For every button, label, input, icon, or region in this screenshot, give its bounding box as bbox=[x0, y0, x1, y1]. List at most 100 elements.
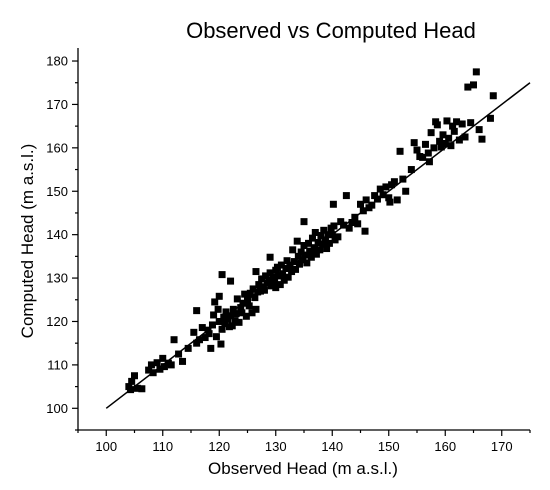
data-point bbox=[407, 166, 415, 174]
data-point bbox=[351, 213, 359, 221]
data-point bbox=[271, 278, 279, 286]
data-point bbox=[175, 350, 183, 358]
data-point bbox=[295, 260, 303, 268]
data-point bbox=[393, 196, 401, 204]
data-point bbox=[231, 317, 239, 325]
data-point bbox=[345, 224, 353, 232]
data-point bbox=[184, 344, 192, 352]
data-point bbox=[359, 207, 367, 215]
y-tick-label: 180 bbox=[46, 54, 68, 69]
data-point bbox=[301, 251, 309, 259]
data-point bbox=[289, 246, 297, 254]
data-point bbox=[279, 270, 287, 278]
data-point bbox=[277, 261, 285, 269]
data-point bbox=[419, 153, 427, 161]
data-point bbox=[307, 253, 315, 261]
y-tick-label: 150 bbox=[46, 184, 68, 199]
data-point bbox=[133, 384, 141, 392]
data-point bbox=[348, 219, 356, 227]
data-point bbox=[323, 245, 331, 253]
data-point bbox=[373, 195, 381, 203]
data-point bbox=[320, 226, 328, 234]
data-point bbox=[340, 221, 348, 229]
data-point bbox=[376, 185, 384, 193]
data-point bbox=[221, 320, 229, 328]
data-point bbox=[248, 309, 256, 317]
data-point bbox=[489, 92, 497, 100]
data-point bbox=[437, 143, 445, 151]
data-point bbox=[413, 146, 421, 154]
data-point bbox=[449, 122, 457, 130]
data-point bbox=[410, 139, 418, 147]
data-point bbox=[436, 137, 444, 145]
data-point bbox=[334, 233, 342, 241]
data-point bbox=[430, 144, 438, 152]
data-point bbox=[262, 272, 270, 280]
data-point bbox=[455, 136, 463, 144]
data-point bbox=[242, 312, 250, 320]
data-point bbox=[266, 269, 274, 277]
data-point bbox=[286, 261, 294, 269]
data-point bbox=[276, 281, 284, 289]
data-point bbox=[450, 127, 458, 135]
data-point bbox=[170, 336, 178, 344]
data-point bbox=[235, 318, 243, 326]
data-point bbox=[238, 309, 246, 317]
data-point bbox=[190, 328, 198, 336]
data-point bbox=[306, 247, 314, 255]
data-point bbox=[297, 248, 305, 256]
data-point bbox=[159, 354, 167, 362]
data-point bbox=[443, 117, 451, 125]
x-tick-label: 120 bbox=[208, 439, 230, 454]
data-point bbox=[421, 140, 429, 148]
data-point bbox=[128, 377, 136, 385]
data-point bbox=[361, 227, 369, 235]
data-point bbox=[478, 135, 486, 143]
data-point bbox=[357, 200, 364, 208]
data-point bbox=[486, 114, 494, 122]
data-point bbox=[293, 237, 301, 245]
data-point bbox=[220, 313, 228, 321]
data-point bbox=[275, 272, 283, 280]
data-point bbox=[210, 311, 218, 319]
data-point bbox=[330, 222, 338, 230]
data-point bbox=[314, 238, 322, 246]
data-point bbox=[385, 194, 393, 202]
data-point bbox=[354, 220, 362, 228]
data-point bbox=[433, 121, 441, 129]
data-point bbox=[239, 299, 247, 307]
data-point bbox=[280, 276, 288, 284]
data-point bbox=[325, 239, 333, 247]
x-tick-label: 150 bbox=[378, 439, 400, 454]
data-point bbox=[266, 253, 274, 261]
data-point bbox=[283, 257, 291, 265]
data-point bbox=[131, 372, 138, 380]
data-point bbox=[255, 281, 263, 289]
data-point bbox=[300, 242, 308, 250]
y-tick-label: 130 bbox=[46, 271, 68, 286]
data-point bbox=[399, 175, 407, 183]
data-point bbox=[464, 83, 472, 91]
data-point bbox=[425, 158, 433, 166]
data-point bbox=[138, 385, 146, 393]
data-point bbox=[246, 289, 254, 297]
data-point bbox=[439, 131, 447, 139]
data-point bbox=[362, 196, 370, 204]
x-axis-label: Observed Head (m a.s.l.) bbox=[208, 459, 398, 478]
data-point bbox=[215, 292, 223, 300]
data-point bbox=[288, 268, 296, 276]
data-point bbox=[427, 129, 435, 137]
data-point bbox=[222, 308, 230, 316]
data-point bbox=[201, 334, 209, 342]
data-point bbox=[198, 324, 206, 332]
data-point bbox=[227, 277, 235, 285]
data-point bbox=[179, 357, 187, 365]
data-point bbox=[311, 228, 319, 236]
data-point bbox=[232, 310, 240, 318]
data-point bbox=[153, 359, 161, 367]
data-point bbox=[233, 295, 241, 303]
data-point bbox=[149, 369, 157, 377]
data-point bbox=[305, 239, 313, 247]
data-point bbox=[470, 81, 477, 89]
data-point bbox=[252, 268, 260, 276]
